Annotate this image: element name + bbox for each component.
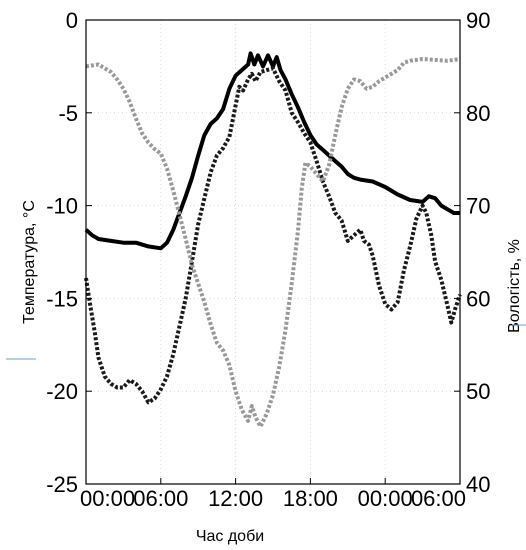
x-tick-label: 18:00 <box>283 486 338 511</box>
plot-frame <box>85 19 461 485</box>
left-y-axis: 0 -5 -10 -15 -20 -25 <box>46 8 92 497</box>
x-tick-label: 06:00 <box>133 486 188 511</box>
x-tick-label: 12:00 <box>208 486 263 511</box>
left-tick-label: -25 <box>46 472 78 497</box>
right-tick-label: 70 <box>466 194 490 219</box>
right-tick-label: 50 <box>466 379 490 404</box>
left-tick-label: -20 <box>46 379 78 404</box>
x-tick-label: 00:00 <box>358 486 413 511</box>
right-axis-title: Вологість, % <box>506 239 523 333</box>
left-tick-label: -10 <box>46 194 78 219</box>
left-tick-label: -15 <box>46 286 78 311</box>
right-tick-label: 90 <box>466 8 490 33</box>
right-tick-label: 80 <box>466 101 490 126</box>
grid-lines <box>86 20 460 484</box>
left-axis-title: Температура, °C <box>21 200 38 324</box>
x-tick-label: 00:00 <box>80 486 135 511</box>
series-line-2 <box>84 66 462 405</box>
right-tick-label: 60 <box>466 286 490 311</box>
x-tick-label: 06:00 <box>411 486 466 511</box>
series-line-1 <box>84 51 460 251</box>
right-tick-label: 40 <box>466 472 490 497</box>
left-tick-label: 0 <box>66 8 78 33</box>
series-group <box>84 51 462 429</box>
right-y-axis: 90 80 70 60 50 40 <box>454 8 490 497</box>
x-axis-title: Час доби <box>196 528 264 545</box>
left-tick-label: -5 <box>58 101 78 126</box>
series-line-3 <box>85 57 461 429</box>
